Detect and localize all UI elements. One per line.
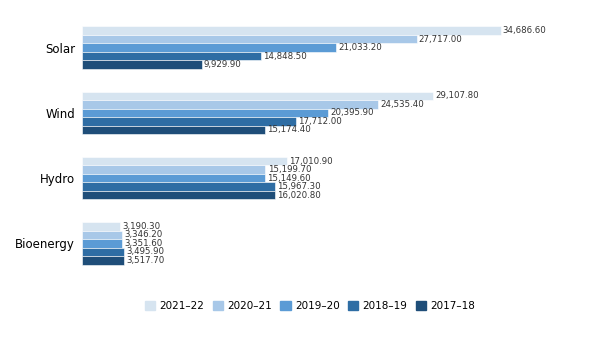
Text: 3,351.60: 3,351.60: [124, 239, 162, 248]
Bar: [82, 165, 265, 174]
Bar: [82, 52, 261, 60]
Bar: [82, 117, 296, 126]
Bar: [82, 92, 433, 100]
Bar: [82, 182, 275, 191]
Bar: [82, 126, 265, 134]
Bar: [82, 231, 122, 239]
Bar: [82, 157, 288, 165]
Text: 21,033.20: 21,033.20: [338, 43, 382, 52]
Bar: [82, 109, 328, 117]
Bar: [82, 174, 265, 182]
Text: 20,395.90: 20,395.90: [330, 108, 374, 118]
Bar: [82, 239, 122, 248]
Text: 3,346.20: 3,346.20: [124, 231, 162, 239]
Text: 9,929.90: 9,929.90: [204, 60, 242, 69]
Text: 14,848.50: 14,848.50: [263, 52, 307, 61]
Text: 29,107.80: 29,107.80: [435, 92, 479, 100]
Bar: [82, 60, 202, 69]
Bar: [82, 256, 124, 265]
Text: 3,495.90: 3,495.90: [126, 247, 164, 256]
Text: 17,712.00: 17,712.00: [298, 117, 342, 126]
Text: 16,020.80: 16,020.80: [277, 191, 321, 200]
Bar: [82, 26, 501, 35]
Text: 24,535.40: 24,535.40: [381, 100, 424, 109]
Text: 3,517.70: 3,517.70: [126, 256, 165, 265]
Bar: [82, 43, 336, 52]
Text: 17,010.90: 17,010.90: [289, 157, 333, 166]
Text: 15,199.70: 15,199.70: [268, 165, 311, 174]
Bar: [82, 248, 124, 256]
Text: 15,174.40: 15,174.40: [267, 125, 311, 134]
Bar: [82, 35, 417, 43]
Text: 15,967.30: 15,967.30: [277, 182, 321, 191]
Bar: [82, 222, 120, 231]
Text: 34,686.60: 34,686.60: [503, 26, 547, 35]
Text: 15,149.60: 15,149.60: [267, 174, 310, 183]
Bar: [82, 191, 275, 199]
Text: 3,190.30: 3,190.30: [123, 222, 161, 231]
Bar: [82, 100, 378, 109]
Text: 27,717.00: 27,717.00: [419, 34, 463, 44]
Legend: 2021–22, 2020–21, 2019–20, 2018–19, 2017–18: 2021–22, 2020–21, 2019–20, 2018–19, 2017…: [141, 297, 480, 315]
